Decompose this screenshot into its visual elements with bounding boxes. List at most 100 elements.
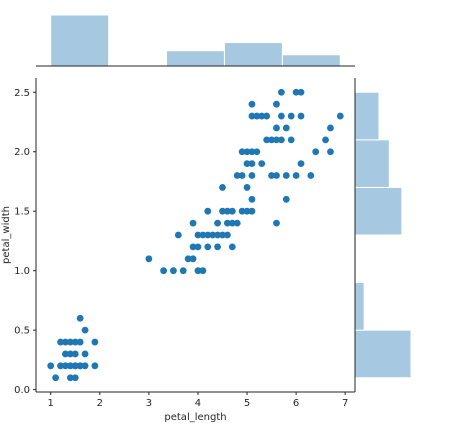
- top-histogram-bar: [50, 14, 110, 67]
- x-tick-label: 4: [195, 398, 201, 409]
- y-tick-label: 0.0: [14, 385, 30, 396]
- top-histogram-bar: [166, 50, 225, 67]
- scatter-point: [219, 184, 226, 191]
- scatter-point: [145, 255, 153, 263]
- scatter-point: [57, 362, 64, 370]
- scatter-point: [273, 100, 280, 108]
- scatter-point: [219, 231, 226, 239]
- scatter-point: [277, 112, 285, 120]
- scatter-point: [248, 148, 256, 156]
- scatter-point: [258, 112, 266, 120]
- scatter-point: [243, 148, 251, 156]
- scatter-point: [327, 148, 334, 156]
- scatter-point: [248, 112, 256, 120]
- scatter-point: [282, 172, 290, 179]
- right-histogram-bar: [354, 329, 412, 379]
- right-marginal-histogram: [354, 91, 412, 379]
- scatter-point: [228, 243, 236, 251]
- scatter-point: [81, 362, 89, 370]
- scatter-point: [243, 184, 251, 191]
- scatter-point: [179, 267, 187, 275]
- scatter-point: [297, 112, 305, 120]
- scatter-point: [238, 207, 246, 215]
- scatter-point: [263, 136, 271, 144]
- scatter-point: [224, 231, 231, 239]
- scatter-point: [233, 219, 241, 227]
- y-tick-label: 1.0: [14, 266, 30, 277]
- x-tick-label: 2: [97, 398, 103, 409]
- x-axis-title: petal_length: [164, 412, 226, 423]
- scatter-point: [76, 314, 84, 322]
- right-histogram-bar: [354, 139, 390, 188]
- scatter-point: [219, 207, 226, 215]
- scatter-point: [233, 172, 241, 179]
- scatter-point: [282, 195, 290, 203]
- scatter-point: [322, 136, 329, 144]
- scatter-point: [62, 338, 69, 346]
- scatter-point: [91, 362, 99, 370]
- x-tick-label: 7: [342, 398, 348, 409]
- scatter-point: [243, 160, 251, 168]
- scatter-point: [194, 267, 202, 275]
- scatter-plot-area: 1 2 3 4 5 6 7 0.0 0.5 1.0 1.5 2.0 2.5: [14, 78, 356, 409]
- right-histogram-bar: [354, 186, 403, 236]
- y-tick-label: 2.5: [14, 88, 30, 99]
- scatter-point: [214, 243, 221, 251]
- scatter-point: [199, 267, 207, 275]
- scatter-point: [160, 267, 168, 275]
- scatter-point: [91, 338, 99, 346]
- scatter-point: [238, 148, 246, 156]
- scatter-point: [263, 112, 271, 120]
- scatter-point: [273, 219, 280, 227]
- scatter-point: [199, 231, 207, 239]
- scatter-point: [297, 160, 305, 168]
- scatter-point: [71, 362, 79, 370]
- scatter-point: [81, 326, 89, 334]
- scatter-point: [66, 374, 74, 382]
- right-histogram-bar: [354, 282, 365, 331]
- right-histogram-bar: [354, 91, 380, 141]
- scatter-point: [248, 100, 256, 108]
- scatter-point: [62, 350, 69, 358]
- scatter-point: [268, 172, 275, 179]
- scatter-point: [66, 338, 74, 346]
- scatter-point: [287, 136, 295, 144]
- y-tick-label: 2.0: [14, 147, 30, 158]
- scatter-point: [243, 207, 251, 215]
- scatter-point: [81, 350, 89, 358]
- top-histogram-bar: [223, 42, 283, 67]
- scatter-point: [248, 172, 256, 179]
- scatter-point: [248, 207, 256, 215]
- x-tick-label: 5: [244, 398, 250, 409]
- scatter-point: [189, 219, 197, 227]
- top-histogram-bar: [281, 54, 341, 67]
- scatter-point: [253, 148, 261, 156]
- scatter-point: [292, 88, 300, 96]
- scatter-point: [258, 160, 266, 168]
- scatter-point: [224, 207, 231, 215]
- scatter-point: [204, 207, 212, 215]
- scatter-point: [277, 88, 285, 96]
- scatter-point: [224, 219, 231, 227]
- scatter-point: [238, 172, 246, 179]
- y-tick-label: 0.5: [14, 326, 30, 337]
- top-marginal-histogram: [36, 14, 355, 67]
- scatter-point: [307, 172, 315, 179]
- scatter-point: [184, 255, 192, 263]
- scatter-point: [66, 362, 74, 370]
- scatter-point: [194, 243, 202, 251]
- scatter-point: [71, 350, 79, 358]
- scatter-point: [336, 112, 344, 120]
- scatter-point: [52, 374, 60, 382]
- scatter-point: [273, 124, 280, 132]
- scatter-point: [228, 219, 236, 227]
- scatter-point: [268, 136, 275, 144]
- scatter-point: [327, 124, 334, 132]
- scatter-point: [297, 88, 305, 96]
- scatter-point: [76, 362, 84, 370]
- scatter-point: [287, 112, 295, 120]
- scatter-point: [248, 160, 256, 168]
- scatter-point: [204, 243, 212, 251]
- scatter-point: [248, 195, 256, 203]
